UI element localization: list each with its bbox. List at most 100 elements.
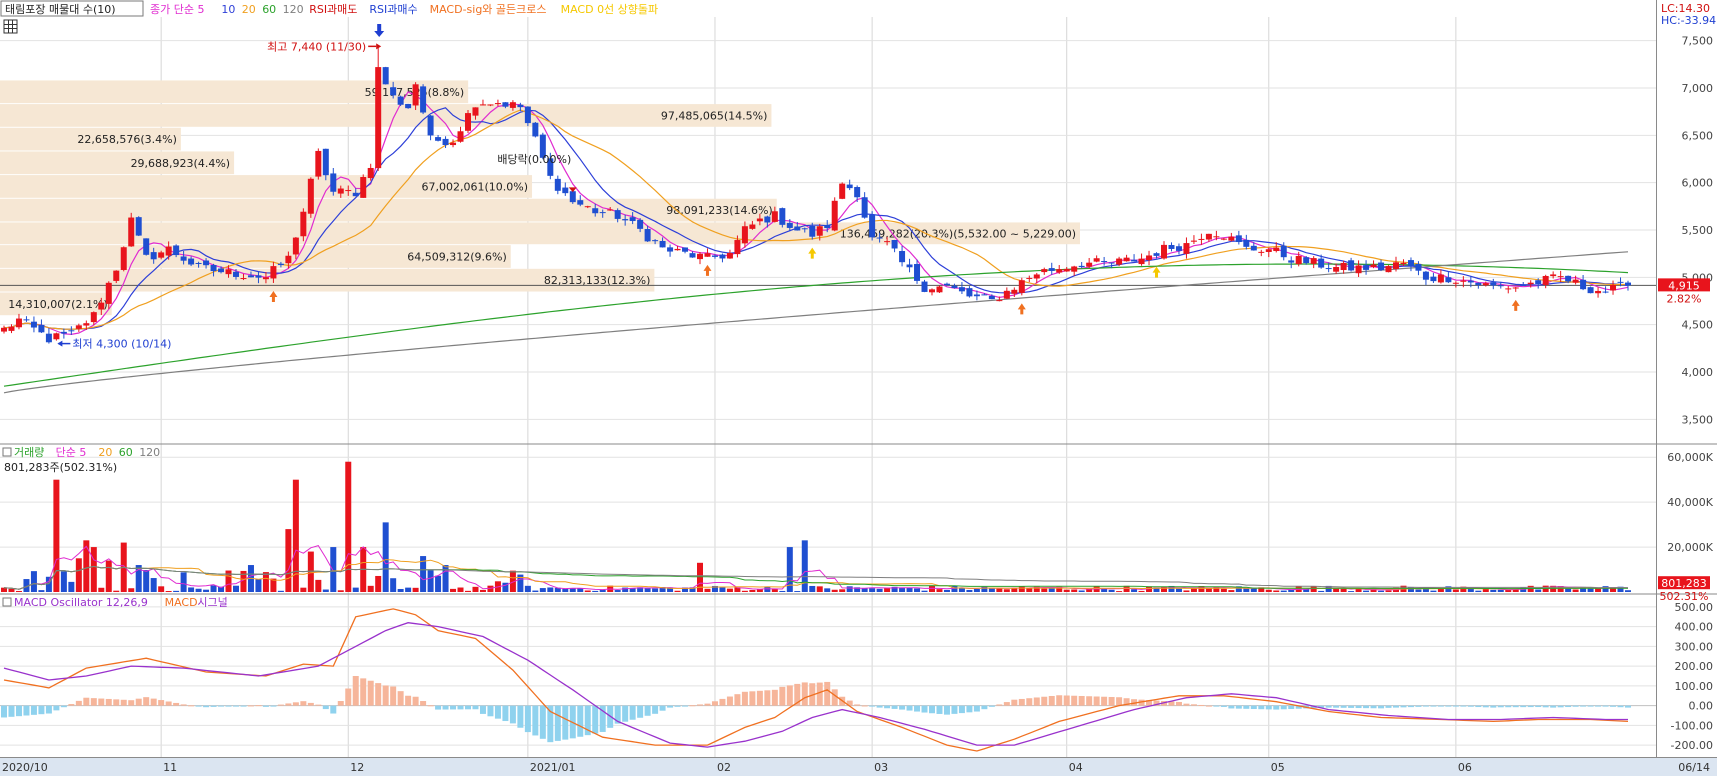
volume-bar bbox=[1198, 586, 1205, 592]
candle bbox=[427, 115, 434, 136]
rsi-oversold-arrow-icon bbox=[568, 187, 577, 193]
candle bbox=[1003, 290, 1010, 299]
volume-bar bbox=[165, 591, 172, 592]
volume-bar bbox=[1190, 588, 1197, 592]
volume-bar bbox=[1161, 586, 1167, 592]
candle bbox=[599, 212, 606, 214]
macd-oscillator-bar bbox=[427, 705, 434, 707]
indicator-legend-item: MACD 0선 상향돌파 bbox=[561, 3, 659, 16]
candle bbox=[1056, 269, 1063, 273]
candle bbox=[487, 104, 494, 106]
volume-bar bbox=[958, 587, 965, 592]
macd-tick-label: -100.00 bbox=[1671, 719, 1713, 732]
macd-oscillator-bar bbox=[1385, 705, 1392, 708]
candle bbox=[1542, 275, 1549, 285]
candle bbox=[741, 226, 748, 244]
candle bbox=[240, 278, 247, 280]
macd-panel[interactable] bbox=[0, 595, 1656, 757]
symbol-box[interactable] bbox=[0, 0, 144, 17]
macd-oscillator-bar bbox=[1033, 697, 1040, 706]
volume-profile-band bbox=[0, 245, 511, 268]
x-axis-labels: 2020/10 11 12 2021/01 02 03 04 05 06 06/14 bbox=[2, 761, 1710, 774]
macd-oscillator-bar bbox=[1280, 705, 1287, 710]
candle bbox=[292, 237, 299, 255]
grid-toggle-icon[interactable] bbox=[3, 19, 18, 34]
macd-oscillator-bar bbox=[180, 704, 187, 706]
candle bbox=[188, 258, 195, 265]
volume-bar bbox=[173, 590, 180, 592]
candle bbox=[629, 217, 636, 222]
volume-bar bbox=[689, 587, 696, 592]
candle bbox=[397, 96, 404, 105]
volume-bar bbox=[1220, 588, 1227, 592]
candle bbox=[1572, 279, 1579, 283]
y-axis-labels: 3,5004,0004,5005,0005,5006,0006,5007,000… bbox=[1658, 35, 1714, 752]
candle bbox=[794, 226, 801, 231]
macd-oscillator-bar bbox=[285, 703, 292, 706]
macd-oscillator-bar bbox=[420, 701, 427, 706]
candle bbox=[135, 217, 142, 236]
candle bbox=[315, 150, 322, 177]
candle bbox=[1086, 262, 1093, 267]
volume-bar bbox=[1258, 587, 1265, 592]
candle bbox=[734, 240, 741, 255]
macd-oscillator-bar bbox=[23, 705, 30, 716]
volume-bar bbox=[1355, 588, 1362, 592]
volume-bar bbox=[951, 585, 958, 592]
volume-profile-label: 64,509,312(9.6%) bbox=[407, 251, 507, 264]
volume-bar bbox=[367, 585, 374, 592]
volume-bar bbox=[861, 588, 868, 592]
candle bbox=[1288, 260, 1295, 263]
candle bbox=[150, 252, 157, 260]
macd-oscillator-bar bbox=[233, 705, 239, 707]
macd-oscillator-bar bbox=[1430, 705, 1437, 707]
macd-oscillator-bar bbox=[996, 704, 1003, 706]
candle bbox=[23, 319, 30, 321]
macd-oscillator-bar bbox=[247, 705, 254, 707]
volume-bar bbox=[1407, 586, 1414, 592]
volume-bar bbox=[1580, 586, 1587, 592]
price-tick-label: 7,500 bbox=[1682, 35, 1714, 48]
macd-oscillator-bar bbox=[1295, 705, 1302, 709]
volume-profile-label: 14,310,007(2.1%) bbox=[8, 298, 108, 311]
volume-bar bbox=[779, 590, 786, 592]
volume-bar bbox=[1363, 590, 1370, 592]
macd-oscillator-bar bbox=[824, 681, 831, 706]
candle bbox=[1310, 258, 1317, 264]
macd-oscillator-bar bbox=[262, 705, 269, 707]
volume-bar bbox=[1325, 585, 1332, 592]
volume-bar bbox=[240, 570, 247, 592]
volume-panel[interactable] bbox=[0, 445, 1656, 593]
volume-bar bbox=[1033, 586, 1040, 592]
volume-bar bbox=[1617, 586, 1624, 592]
volume-bar bbox=[1250, 587, 1257, 592]
macd-oscillator-bar bbox=[547, 705, 554, 743]
candle bbox=[1370, 264, 1377, 268]
macd-oscillator-bar bbox=[1228, 705, 1235, 709]
macd-oscillator-bar bbox=[1273, 705, 1280, 710]
volume-bar bbox=[502, 582, 509, 592]
volume-bar bbox=[1056, 586, 1063, 592]
macd-oscillator-bar bbox=[360, 678, 367, 706]
candle bbox=[38, 324, 45, 333]
macd-oscillator-bar bbox=[614, 705, 621, 724]
volume-bar bbox=[1422, 587, 1429, 592]
candle bbox=[1325, 268, 1332, 270]
macd-oscillator-bar bbox=[277, 704, 284, 706]
price-tick-label: 7,000 bbox=[1682, 82, 1714, 95]
macd-oscillator-bar bbox=[1108, 696, 1115, 706]
x-tick-label: 2021/01 bbox=[530, 761, 576, 774]
macd-oscillator-bar bbox=[1505, 705, 1512, 708]
candle bbox=[120, 247, 127, 270]
price-panel[interactable] bbox=[0, 0, 1656, 443]
volume-bar bbox=[1497, 589, 1504, 592]
macd-oscillator-bar bbox=[846, 700, 853, 706]
macd-oscillator-bar bbox=[786, 685, 793, 706]
volume-bar bbox=[1490, 589, 1497, 592]
candle bbox=[1303, 257, 1310, 264]
macd-oscillator-bar bbox=[173, 702, 180, 706]
price-tick-label: 4,500 bbox=[1682, 319, 1714, 332]
macd-oscillator-bar bbox=[1310, 705, 1317, 709]
macd-oscillator-bar bbox=[1535, 705, 1542, 708]
volume-bar bbox=[1116, 591, 1123, 592]
